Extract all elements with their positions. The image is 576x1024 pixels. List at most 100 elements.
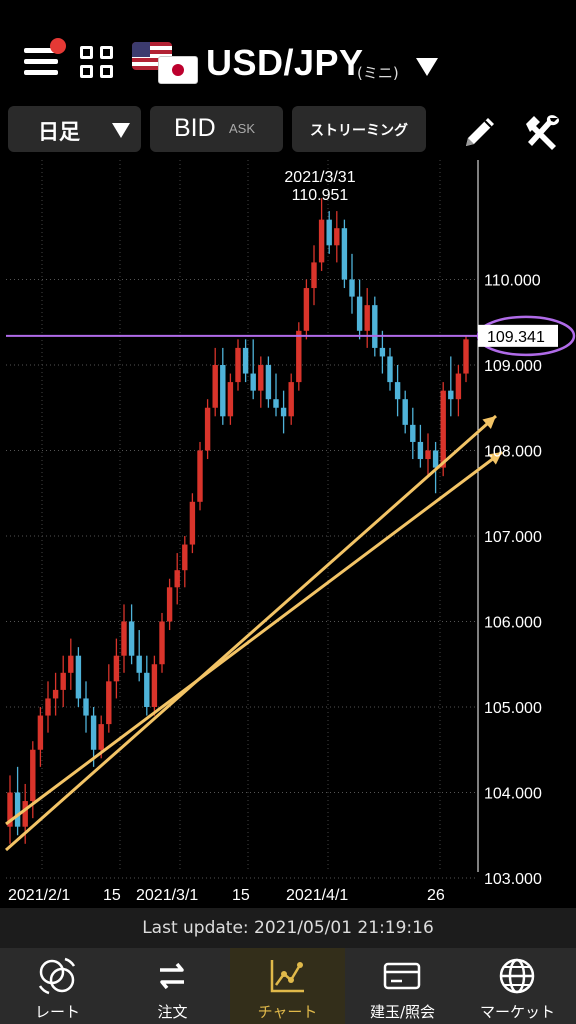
candle-body xyxy=(440,390,446,468)
candle-body xyxy=(425,450,431,460)
candle-body xyxy=(144,672,150,707)
candle-body xyxy=(22,801,28,827)
candle-body xyxy=(90,715,97,750)
price-label-box xyxy=(478,324,558,347)
tools-icon[interactable] xyxy=(520,110,564,154)
candle-body xyxy=(106,681,112,725)
price-label: 109.341 xyxy=(487,329,545,346)
pencil-icon[interactable] xyxy=(458,110,502,154)
candle-body xyxy=(197,450,203,502)
candle-body xyxy=(75,655,82,699)
candle-body xyxy=(220,365,226,417)
y-tick-label: 107.000 xyxy=(484,529,542,546)
chart-toolbar: 日足 BID ASK ストリーミング xyxy=(0,100,576,160)
last-update-text: Last update: 2021/05/01 21:19:16 xyxy=(142,918,434,938)
y-tick-label: 104.000 xyxy=(484,786,542,803)
candle-body xyxy=(455,373,462,400)
tab-chart[interactable]: チャート xyxy=(230,948,345,1024)
candle-body xyxy=(387,356,393,383)
card-icon xyxy=(383,962,421,990)
currency-pair-suffix: (ミニ) xyxy=(357,64,399,82)
candle-body xyxy=(60,672,66,690)
y-tick-label: 109.000 xyxy=(484,358,542,375)
bid-ask-toggle[interactable]: BID ASK xyxy=(150,106,283,152)
chart-line-icon xyxy=(270,960,304,993)
x-tick-label: 15 xyxy=(103,887,121,904)
trend-line xyxy=(5,414,497,852)
menu-button[interactable] xyxy=(22,38,66,82)
candle-body xyxy=(235,347,241,383)
tab-rate-label: レート xyxy=(34,1003,80,1021)
high-value-label: 110.951 xyxy=(292,187,349,204)
currency-pair-title[interactable]: USD/JPY xyxy=(206,42,364,83)
candle-body xyxy=(379,347,386,357)
high-date-label: 2021/3/31 xyxy=(284,169,355,186)
bid-label: BID xyxy=(174,114,216,142)
candle-body xyxy=(7,792,13,827)
candle-body xyxy=(296,330,302,383)
candle-body xyxy=(417,441,424,460)
x-tick-label: 15 xyxy=(232,887,250,904)
candle-body xyxy=(448,390,454,400)
period-select[interactable]: 日足 xyxy=(8,106,141,152)
y-tick-label: 106.000 xyxy=(484,615,542,632)
trend-line xyxy=(5,450,503,826)
period-label: 日足 xyxy=(38,120,80,144)
x-tick-label: 2021/4/1 xyxy=(286,887,348,904)
y-tick-label: 108.000 xyxy=(484,444,542,461)
price-chart[interactable]: 109.341 110.000 109.000 108.000 107.000 106.… xyxy=(0,160,576,908)
candle-body xyxy=(174,570,180,588)
layout-grid-icon[interactable] xyxy=(80,46,116,80)
candle-body xyxy=(68,655,74,673)
candlestick-chart[interactable]: 109.341 110.000 109.000 108.000 107.000 106.… xyxy=(0,160,576,908)
candle-body xyxy=(364,305,370,331)
candle-body xyxy=(166,587,173,622)
streaming-button[interactable]: ストリーミング xyxy=(292,106,426,152)
candle-body xyxy=(30,749,36,802)
candle-body xyxy=(372,305,378,348)
candle-body xyxy=(318,219,325,263)
candle-body xyxy=(334,228,340,246)
candle-body xyxy=(303,288,310,331)
candle-body xyxy=(349,279,355,297)
candle-body xyxy=(37,715,44,750)
candle-body xyxy=(98,724,104,750)
y-tick-label: 103.000 xyxy=(484,871,542,888)
tab-rate[interactable]: レート xyxy=(0,948,115,1024)
candle-body xyxy=(227,382,234,417)
rate-coins-icon xyxy=(38,957,76,995)
candle-body xyxy=(204,407,211,451)
header: USD/JPY (ミニ) xyxy=(0,0,576,96)
tab-market[interactable]: マーケット xyxy=(460,948,575,1024)
ask-label: ASK xyxy=(229,121,256,136)
candle-body xyxy=(182,544,188,571)
globe-icon xyxy=(499,958,535,994)
chevron-down-icon[interactable] xyxy=(416,58,438,76)
y-tick-label: 110.000 xyxy=(484,273,541,290)
candle-body xyxy=(212,365,218,408)
candle-body xyxy=(280,407,287,417)
candle-body xyxy=(311,262,317,289)
candle-body xyxy=(113,655,120,682)
x-tick-label: 26 xyxy=(427,887,445,904)
candle-body xyxy=(45,698,51,716)
candle-body xyxy=(288,382,294,417)
candle-body xyxy=(258,365,264,391)
streaming-label: ストリーミング xyxy=(310,123,408,139)
candle-body xyxy=(189,501,196,545)
candle-body xyxy=(341,228,348,280)
candle-body xyxy=(151,664,158,707)
caret-down-icon xyxy=(112,123,130,138)
tab-order[interactable]: 注文 xyxy=(115,948,230,1024)
trend-arrowhead xyxy=(488,452,502,465)
x-tick-label: 2021/2/1 xyxy=(8,887,70,904)
candle-body xyxy=(159,621,165,665)
candle-body xyxy=(463,339,469,374)
candle-body xyxy=(128,621,135,656)
last-update-bar: Last update: 2021/05/01 21:19:16 xyxy=(0,908,576,948)
candle-body xyxy=(265,365,272,400)
candle-body xyxy=(121,621,127,656)
candle-body xyxy=(14,792,21,827)
tab-position[interactable]: 建玉/照会 xyxy=(345,948,460,1024)
candle-body xyxy=(394,382,401,400)
